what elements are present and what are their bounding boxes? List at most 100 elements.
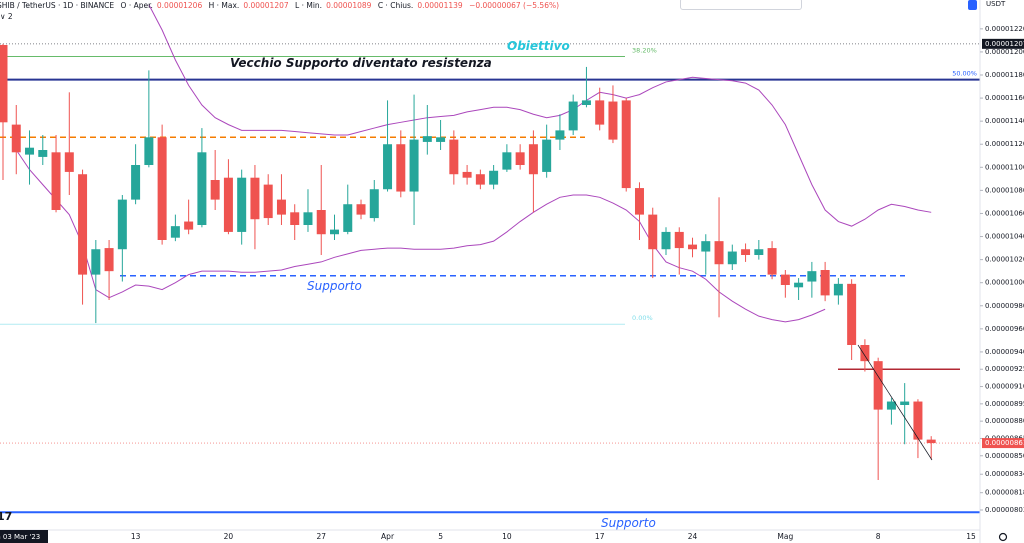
candle-body — [184, 221, 194, 230]
legend-header: SHIB / TetherUS · 1D · BINANCE O · Aper.… — [0, 0, 563, 11]
candle-body — [754, 249, 764, 255]
candle-body — [449, 139, 459, 175]
ohlc-change: −0.00000067 (−5.56%) — [469, 1, 560, 10]
candle-body — [383, 144, 393, 190]
candle-body — [38, 150, 48, 157]
candle-body — [276, 199, 286, 215]
y-tick-label: 0.00001080 — [985, 186, 1024, 194]
y-tick-label: 0.00001200 — [985, 48, 1024, 56]
y-tick-label: 0.00001140 — [985, 117, 1024, 125]
candle-body — [741, 249, 751, 255]
candle-body — [356, 204, 366, 215]
drawing-label: 50.00% — [952, 70, 977, 78]
candle-body — [51, 152, 61, 210]
ohlc-key: L · Min. — [295, 1, 323, 10]
y-tick-label: 0.00000925 — [985, 365, 1024, 373]
candle-body — [290, 212, 300, 225]
candle-body — [436, 137, 446, 142]
candle-body — [409, 139, 419, 192]
y-tick-label: 0.00000895 — [985, 400, 1024, 408]
candle-body — [767, 248, 777, 275]
drawing-label: 38.20% — [632, 47, 657, 55]
candle-body — [263, 184, 273, 219]
y-tick-label: 0.00000818 — [985, 489, 1024, 497]
candle-body — [688, 244, 698, 250]
y-tick-label: 0.00001120 — [985, 140, 1024, 148]
candle-body — [11, 124, 21, 153]
ohlc-key: C · Chius. — [377, 1, 414, 10]
currency-icon — [968, 0, 977, 10]
annotation: Obiettivo — [507, 39, 570, 53]
y-tick-label: 0.00000940 — [985, 348, 1024, 356]
candle-body — [873, 361, 883, 410]
x-tick-label: Apr — [381, 532, 395, 541]
x-tick-label: 27 — [316, 532, 326, 541]
ohlc-value: 0.00001139 — [417, 1, 463, 10]
settings-icon[interactable] — [998, 532, 1008, 542]
indicator-count: 2 — [7, 12, 13, 21]
crosshair-date: ven 03 Mar '23 — [0, 533, 40, 541]
ohlc-value: 0.00001089 — [326, 1, 372, 10]
indicator-toggle[interactable]: ∨ 2 — [0, 12, 13, 21]
candle-body — [555, 130, 565, 140]
annotation: Supporto — [307, 279, 362, 293]
x-tick-label: 10 — [502, 532, 512, 541]
candle-body — [608, 101, 618, 140]
candle-body — [316, 210, 326, 235]
candle-body — [926, 439, 936, 444]
x-tick-label: 17 — [595, 532, 605, 541]
candle-body — [330, 229, 339, 235]
symbol: SHIB / TetherUS · 1D · BINANCE — [0, 1, 115, 10]
candle-body — [568, 101, 578, 131]
candle-body — [0, 45, 8, 123]
price-label: 0.00001207 — [985, 40, 1024, 48]
candle-body — [727, 251, 737, 265]
candle-body — [422, 136, 432, 142]
candle-body — [78, 174, 88, 275]
crosshair-date-box — [0, 530, 48, 543]
ohlc-value: 0.00001206 — [156, 1, 203, 10]
currency[interactable]: USDT — [986, 0, 1006, 8]
candle-body — [223, 177, 233, 232]
candle-body — [64, 152, 74, 172]
plot-area: 38.20% 50.00% 0.00% — [0, 4, 980, 514]
ohlc-key: H · Max. — [208, 1, 240, 10]
y-tick-label: 0.00000803 — [985, 506, 1024, 514]
x-tick-label: 5 — [438, 532, 443, 541]
x-tick-label: 13 — [131, 532, 141, 541]
price-label-box — [982, 438, 1024, 449]
bollinger-band — [148, 4, 932, 227]
candle-body — [913, 401, 923, 440]
candle-body — [170, 226, 180, 238]
candle-body — [303, 212, 313, 225]
candle-body — [886, 401, 896, 410]
price-label-box — [982, 38, 1024, 49]
candle-body — [104, 248, 114, 272]
x-tick-label: 8 — [876, 532, 881, 541]
annotation: Supporto — [601, 516, 656, 530]
candle-body — [396, 144, 406, 192]
candle-body — [807, 271, 817, 282]
ohlc-key: O · Aper. — [120, 1, 153, 10]
candle-body — [674, 231, 684, 249]
y-tick-label: 0.00000960 — [985, 325, 1024, 333]
y-tick-label: 0.00001100 — [985, 163, 1024, 171]
candle-body — [595, 100, 605, 125]
x-tick-label: Mag — [777, 532, 793, 541]
candle-body — [250, 177, 260, 220]
candle-body — [157, 137, 167, 240]
candle-body — [462, 171, 472, 178]
candle-body — [131, 165, 141, 200]
candle-body — [144, 137, 154, 165]
annotation: Vecchio Supporto diventato resistenza — [230, 56, 492, 70]
x-tick-label: 20 — [224, 532, 234, 541]
x-tick-label: 15 — [966, 532, 976, 541]
candle-body — [91, 249, 101, 275]
y-tick-label: 0.00001180 — [985, 71, 1024, 79]
y-tick-label: 0.00001160 — [985, 94, 1024, 102]
toolbar[interactable] — [680, 0, 802, 10]
x-tick-label: 24 — [688, 532, 698, 541]
